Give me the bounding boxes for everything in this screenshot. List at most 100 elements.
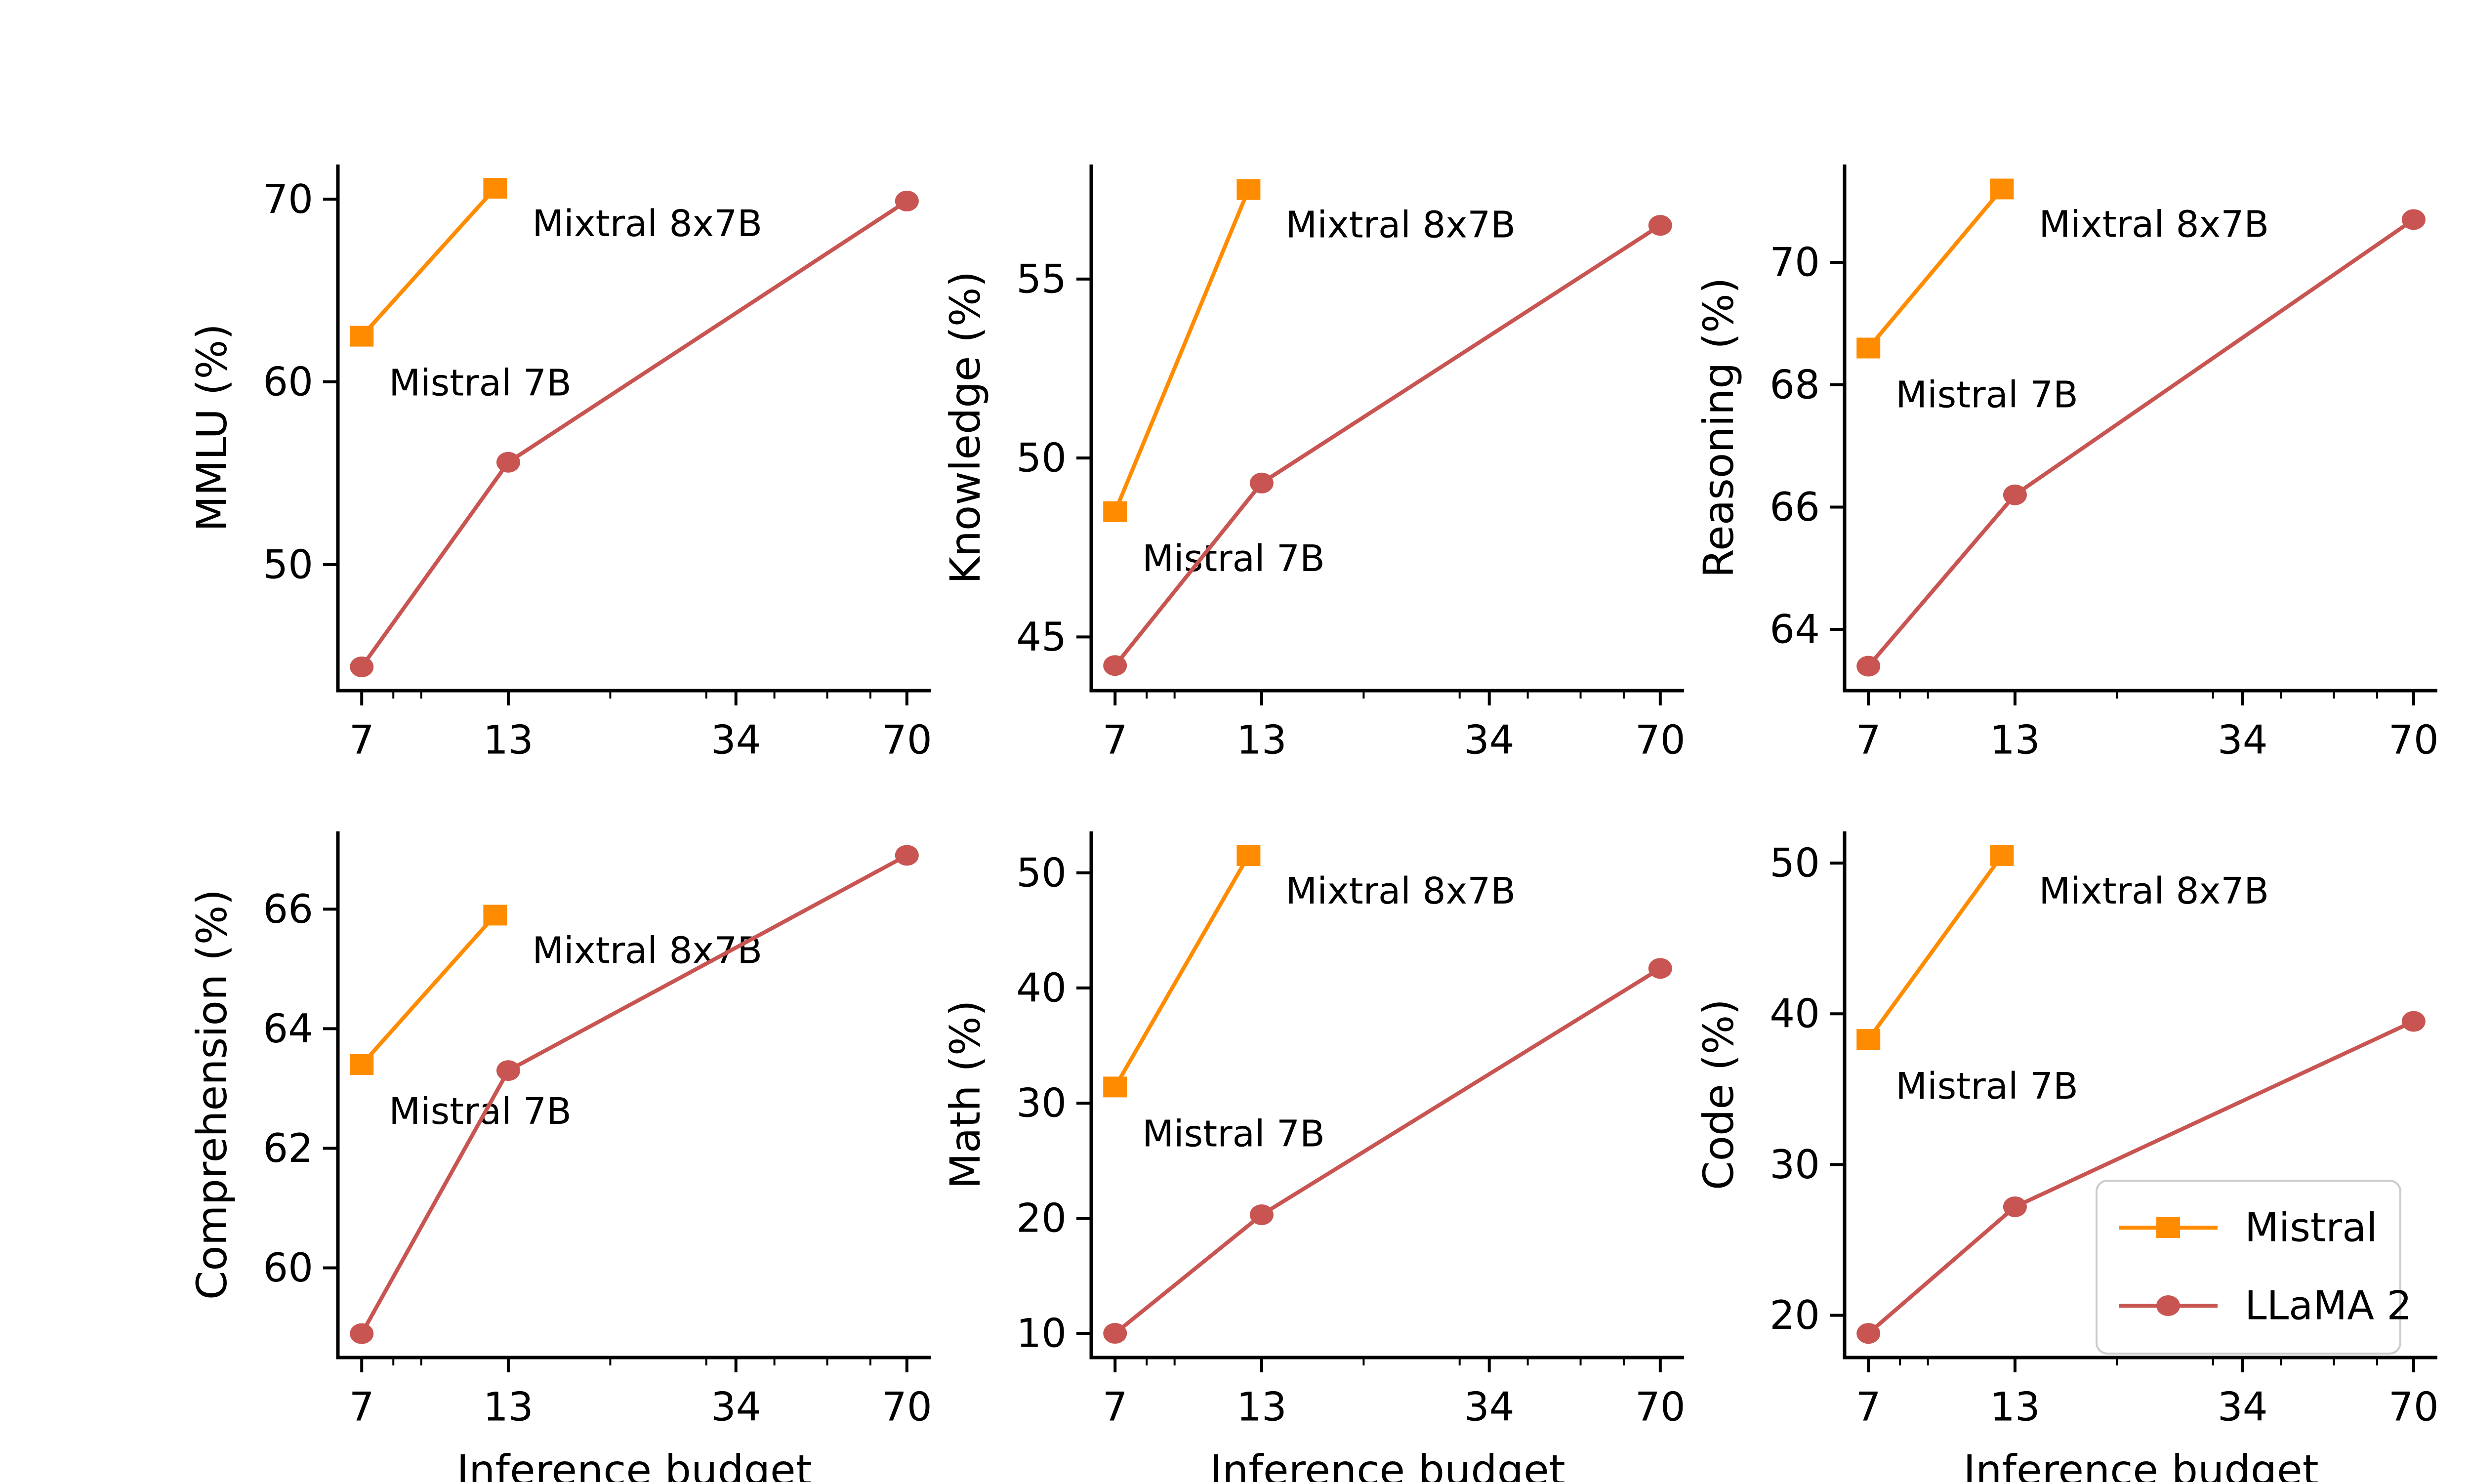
x-tick-label: 34	[711, 1384, 761, 1430]
y-tick-label: 66	[263, 886, 313, 932]
marker-circle-llama2	[350, 656, 374, 677]
y-axis-title: Reasoning (%)	[1694, 277, 1743, 577]
x-tick-label: 7	[1103, 717, 1128, 763]
series-line-mistral	[1866, 853, 2004, 1042]
marker-circle-llama2	[2003, 1196, 2027, 1217]
y-axis-title: Code (%)	[1694, 999, 1743, 1190]
legend-label-llama-2: LLaMA 2	[2245, 1283, 2412, 1329]
marker-square-mistral	[1856, 337, 1881, 359]
x-tick-label: 34	[1464, 1384, 1515, 1430]
x-tick-label: 70	[1635, 1384, 1686, 1430]
x-tick-label: 34	[2218, 1384, 2268, 1430]
marker-square-mistral	[2156, 1217, 2180, 1238]
marker-circle-llama2	[1103, 655, 1127, 676]
y-tick-label: 55	[1016, 256, 1067, 302]
x-tick-label: 70	[882, 717, 932, 763]
x-tick-label: 7	[1856, 717, 1881, 763]
y-tick-label: 50	[1770, 840, 1820, 886]
annotation-mixtral-8x7b: Mixtral 8x7B	[1285, 870, 1516, 912]
y-tick-label: 64	[263, 1006, 313, 1052]
x-tick-label: 7	[1856, 1384, 1881, 1430]
annotation-mistral-7b: Mistral 7B	[389, 362, 572, 405]
series-line-mistral	[360, 186, 497, 338]
marker-circle-llama2	[2156, 1295, 2180, 1316]
y-tick-label: 20	[1016, 1195, 1067, 1241]
series-line-llama2	[1866, 217, 2416, 668]
y-tick-label: 45	[1016, 614, 1067, 660]
x-tick-label: 70	[882, 1384, 932, 1430]
marker-square-mistral	[1990, 178, 2014, 200]
legend-label-mistral: Mistral	[2245, 1205, 2377, 1251]
x-tick-label: 34	[1464, 717, 1515, 763]
marker-square-mistral	[350, 326, 374, 347]
y-tick-label: 64	[1770, 607, 1820, 653]
y-tick-label: 20	[1770, 1292, 1820, 1338]
x-tick-label: 7	[349, 717, 374, 763]
subplot-code: 7 13 34 70 20 30 40 50 Code (%) Inference budget M…	[1694, 831, 2439, 1484]
marker-square-mistral	[1103, 1076, 1127, 1098]
y-tick-label: 50	[1016, 435, 1067, 481]
x-tick-label: 70	[2388, 717, 2439, 763]
marker-circle-llama2	[496, 452, 520, 473]
y-tick-label: 62	[263, 1125, 313, 1171]
marker-circle-llama2	[895, 190, 919, 211]
marker-square-mistral	[1236, 845, 1261, 866]
marker-circle-llama2	[496, 1060, 520, 1081]
marker-circle-llama2	[895, 845, 919, 866]
subplot-mmlu: 7 13 34 70 50 60 70 MMLU (%) Mistral 7B Mixtral 8…	[188, 165, 932, 763]
annotation-mistral-7b: Mistral 7B	[389, 1090, 572, 1133]
y-tick-label: 30	[1016, 1080, 1067, 1126]
y-tick-label: 70	[263, 176, 313, 222]
annotation-mistral-7b: Mistral 7B	[1142, 537, 1325, 580]
series-line-llama2	[1113, 223, 1662, 668]
marker-circle-llama2	[2401, 1011, 2426, 1032]
x-tick-label: 13	[1990, 717, 2040, 763]
annotation-mistral-7b: Mistral 7B	[1895, 374, 2078, 416]
y-tick-label: 10	[1016, 1311, 1067, 1357]
x-tick-label: 13	[483, 717, 534, 763]
marker-square-mistral	[1103, 501, 1127, 522]
x-axis-title: Inference budget	[1963, 1446, 2318, 1482]
x-tick-label: 13	[1236, 717, 1287, 763]
x-tick-label: 70	[1635, 717, 1686, 763]
x-tick-label: 70	[2388, 1384, 2439, 1430]
marker-circle-llama2	[1648, 958, 1672, 979]
x-tick-label: 34	[2218, 717, 2268, 763]
marker-circle-llama2	[350, 1323, 374, 1344]
y-tick-label: 50	[1016, 850, 1067, 896]
annotation-mistral-7b: Mistral 7B	[1895, 1065, 2078, 1108]
series-line-llama2	[360, 199, 909, 669]
series-line-mistral	[1113, 187, 1251, 514]
marker-circle-llama2	[1856, 1323, 1881, 1344]
x-tick-label: 7	[1103, 1384, 1128, 1430]
marker-circle-llama2	[1249, 1204, 1274, 1226]
marker-square-mistral	[350, 1054, 374, 1075]
subplot-comprehension: 7 13 34 70 60 62 64 66 Comprehension (%) Inferenc…	[188, 831, 932, 1484]
series-line-mistral	[1113, 853, 1251, 1089]
y-tick-label: 40	[1016, 965, 1067, 1011]
y-tick-label: 66	[1770, 484, 1820, 530]
subplot-math: 7 13 34 70 10 20 30 40 50 Math (%) Inference budge…	[941, 831, 1686, 1484]
subplot-reasoning: 7 13 34 70 64 66 68 70 Reasoning (%) Mistral 7B Mi…	[1694, 165, 2439, 763]
marker-square-mistral	[1990, 845, 2014, 866]
x-axis-title: Inference budget	[1210, 1446, 1565, 1482]
y-tick-label: 50	[263, 541, 313, 587]
y-axis-title: Math (%)	[941, 1000, 989, 1189]
x-tick-label: 13	[1990, 1384, 2040, 1430]
y-tick-label: 70	[1770, 240, 1820, 286]
x-tick-label: 34	[711, 717, 761, 763]
marker-circle-llama2	[2401, 209, 2426, 230]
annotation-mixtral-8x7b: Mixtral 8x7B	[532, 929, 762, 972]
y-tick-label: 40	[1770, 991, 1820, 1037]
x-axis-title: Inference budget	[456, 1446, 812, 1482]
series-line-mistral	[1866, 187, 2004, 350]
marker-square-mistral	[483, 178, 507, 199]
y-tick-label: 30	[1770, 1142, 1820, 1188]
y-axis-title: Knowledge (%)	[941, 271, 989, 584]
marker-circle-llama2	[1856, 656, 1881, 677]
marker-circle-llama2	[2003, 484, 2027, 505]
annotation-mixtral-8x7b: Mixtral 8x7B	[2039, 870, 2269, 912]
x-tick-label: 13	[1236, 1384, 1287, 1430]
